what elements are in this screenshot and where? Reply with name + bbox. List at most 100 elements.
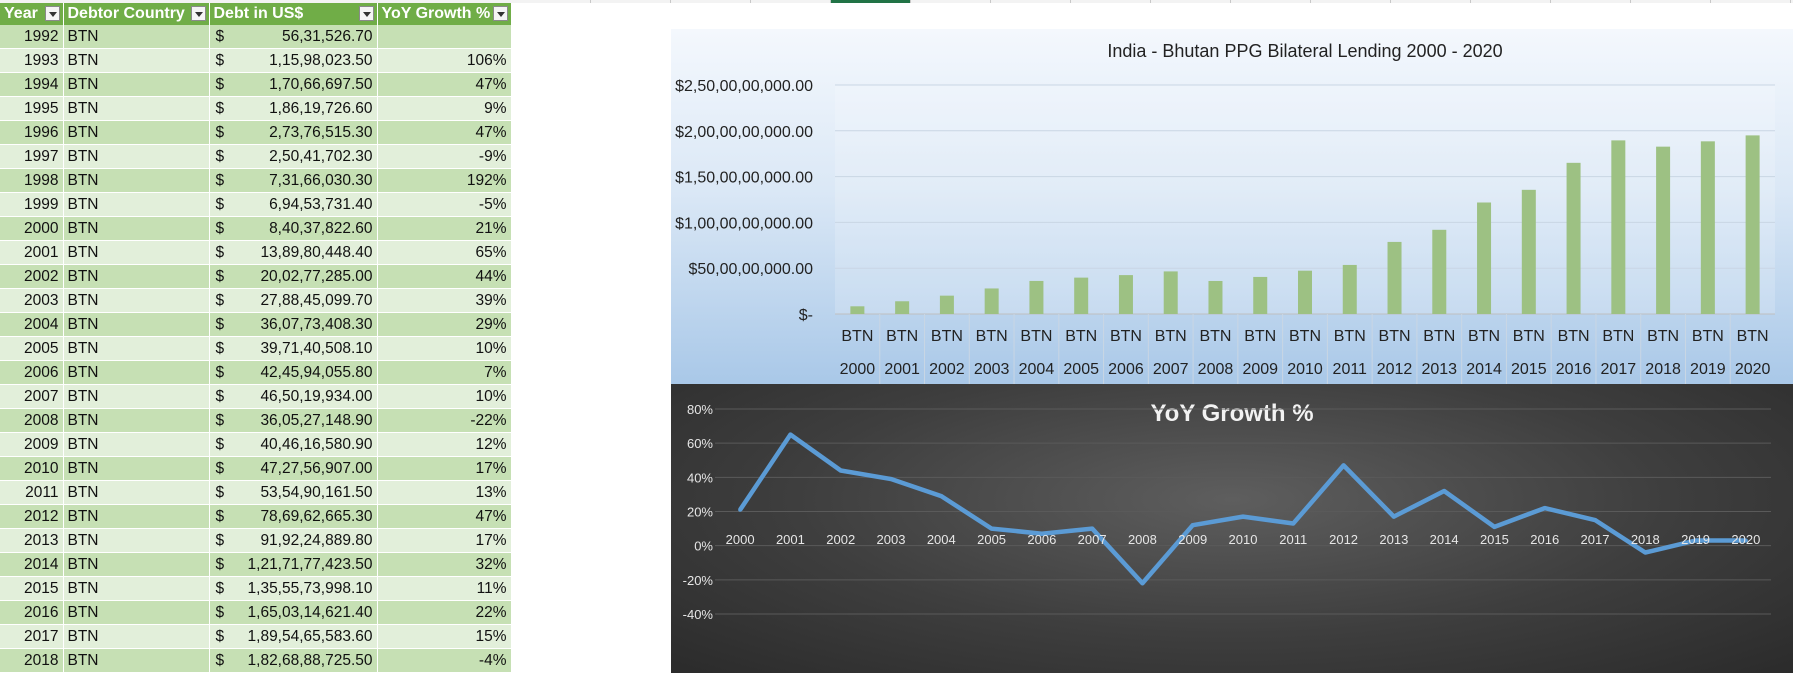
cell-debt[interactable]: $7,31,66,030.30 [209,168,378,193]
filter-dropdown-icon[interactable] [358,6,374,21]
cell-growth[interactable]: -22% [377,408,512,433]
cell-growth[interactable]: 13% [377,480,512,505]
cell-country[interactable]: BTN [63,336,210,361]
cell-year[interactable]: 2008 [0,408,64,433]
cell-year[interactable]: 2000 [0,216,64,241]
cell-country[interactable]: BTN [63,360,210,385]
cell-country[interactable]: BTN [63,504,210,529]
cell-year[interactable]: 2007 [0,384,64,409]
cell-country[interactable]: BTN [63,144,210,169]
cell-debt[interactable]: $36,07,73,408.30 [209,312,378,337]
cell-growth[interactable]: 32% [377,552,512,577]
cell-debt[interactable]: $8,40,37,822.60 [209,216,378,241]
cell-year[interactable]: 2015 [0,576,64,601]
cell-year[interactable]: 2002 [0,264,64,289]
cell-year[interactable]: 2018 [0,648,64,673]
cell-growth[interactable]: 10% [377,384,512,409]
cell-debt[interactable]: $1,15,98,023.50 [209,48,378,73]
cell-growth[interactable]: 9% [377,96,512,121]
cell-country[interactable]: BTN [63,576,210,601]
cell-growth[interactable]: -4% [377,648,512,673]
cell-growth[interactable]: 15% [377,624,512,649]
cell-year[interactable]: 1999 [0,192,64,217]
cell-debt[interactable]: $40,46,16,580.90 [209,432,378,457]
cell-growth[interactable]: 192% [377,168,512,193]
cell-growth[interactable]: 22% [377,600,512,625]
cell-country[interactable]: BTN [63,120,210,145]
cell-country[interactable]: BTN [63,96,210,121]
cell-country[interactable]: BTN [63,25,210,49]
cell-country[interactable]: BTN [63,480,210,505]
cell-growth[interactable]: 47% [377,120,512,145]
cell-growth[interactable]: 39% [377,288,512,313]
cell-debt[interactable]: $39,71,40,508.10 [209,336,378,361]
cell-country[interactable]: BTN [63,552,210,577]
cell-debt[interactable]: $1,86,19,726.60 [209,96,378,121]
cell-year[interactable]: 1997 [0,144,64,169]
cell-year[interactable]: 2004 [0,312,64,337]
cell-debt[interactable]: $42,45,94,055.80 [209,360,378,385]
cell-country[interactable]: BTN [63,312,210,337]
cell-year[interactable]: 2010 [0,456,64,481]
cell-country[interactable]: BTN [63,264,210,289]
filter-dropdown-icon[interactable] [190,6,206,21]
cell-debt[interactable]: $53,54,90,161.50 [209,480,378,505]
cell-country[interactable]: BTN [63,168,210,193]
cell-country[interactable]: BTN [63,216,210,241]
cell-year[interactable]: 2009 [0,432,64,457]
cell-growth[interactable]: 44% [377,264,512,289]
cell-growth[interactable]: 17% [377,456,512,481]
cell-country[interactable]: BTN [63,408,210,433]
cell-country[interactable]: BTN [63,432,210,457]
cell-country[interactable]: BTN [63,192,210,217]
cell-debt[interactable]: $1,65,03,14,621.40 [209,600,378,625]
cell-year[interactable]: 2016 [0,600,64,625]
cell-year[interactable]: 2011 [0,480,64,505]
cell-year[interactable]: 1996 [0,120,64,145]
bar-chart-lending[interactable]: India - Bhutan PPG Bilateral Lending 200… [671,29,1793,384]
filter-dropdown-icon[interactable] [44,6,60,21]
cell-year[interactable]: 1993 [0,48,64,73]
cell-debt[interactable]: $13,89,80,448.40 [209,240,378,265]
cell-growth[interactable]: 65% [377,240,512,265]
cell-debt[interactable]: $91,92,24,889.80 [209,528,378,553]
cell-debt[interactable]: $2,73,76,515.30 [209,120,378,145]
filter-dropdown-icon[interactable] [492,6,508,21]
cell-growth[interactable]: 17% [377,528,512,553]
cell-growth[interactable]: 29% [377,312,512,337]
line-chart-yoy-growth[interactable]: YoY Growth % -40% -20% 0% 20% 40% 60% 80% 2000 20… [671,384,1793,673]
cell-year[interactable]: 2013 [0,528,64,553]
cell-year[interactable]: 1998 [0,168,64,193]
cell-year[interactable]: 1995 [0,96,64,121]
cell-country[interactable]: BTN [63,288,210,313]
cell-growth[interactable]: 47% [377,504,512,529]
cell-debt[interactable]: $20,02,77,285.00 [209,264,378,289]
cell-year[interactable]: 2012 [0,504,64,529]
cell-country[interactable]: BTN [63,240,210,265]
cell-debt[interactable]: $1,82,68,88,725.50 [209,648,378,673]
cell-country[interactable]: BTN [63,384,210,409]
cell-growth[interactable]: -5% [377,192,512,217]
cell-year[interactable]: 2014 [0,552,64,577]
cell-growth[interactable]: 47% [377,72,512,97]
cell-country[interactable]: BTN [63,72,210,97]
cell-debt[interactable]: $27,88,45,099.70 [209,288,378,313]
cell-year[interactable]: 2001 [0,240,64,265]
cell-growth[interactable]: -9% [377,144,512,169]
cell-debt[interactable]: $1,21,71,77,423.50 [209,552,378,577]
cell-country[interactable]: BTN [63,624,210,649]
cell-debt[interactable]: $1,35,55,73,998.10 [209,576,378,601]
cell-country[interactable]: BTN [63,48,210,73]
cell-growth[interactable]: 10% [377,336,512,361]
cell-year[interactable]: 2006 [0,360,64,385]
cell-growth[interactable]: 12% [377,432,512,457]
cell-growth[interactable]: 21% [377,216,512,241]
cell-country[interactable]: BTN [63,528,210,553]
cell-debt[interactable]: $2,50,41,702.30 [209,144,378,169]
cell-debt[interactable]: $46,50,19,934.00 [209,384,378,409]
cell-debt[interactable]: $1,70,66,697.50 [209,72,378,97]
cell-growth[interactable]: 106% [377,48,512,73]
cell-debt[interactable]: $1,89,54,65,583.60 [209,624,378,649]
cell-year[interactable]: 1994 [0,72,64,97]
cell-year[interactable]: 2017 [0,624,64,649]
